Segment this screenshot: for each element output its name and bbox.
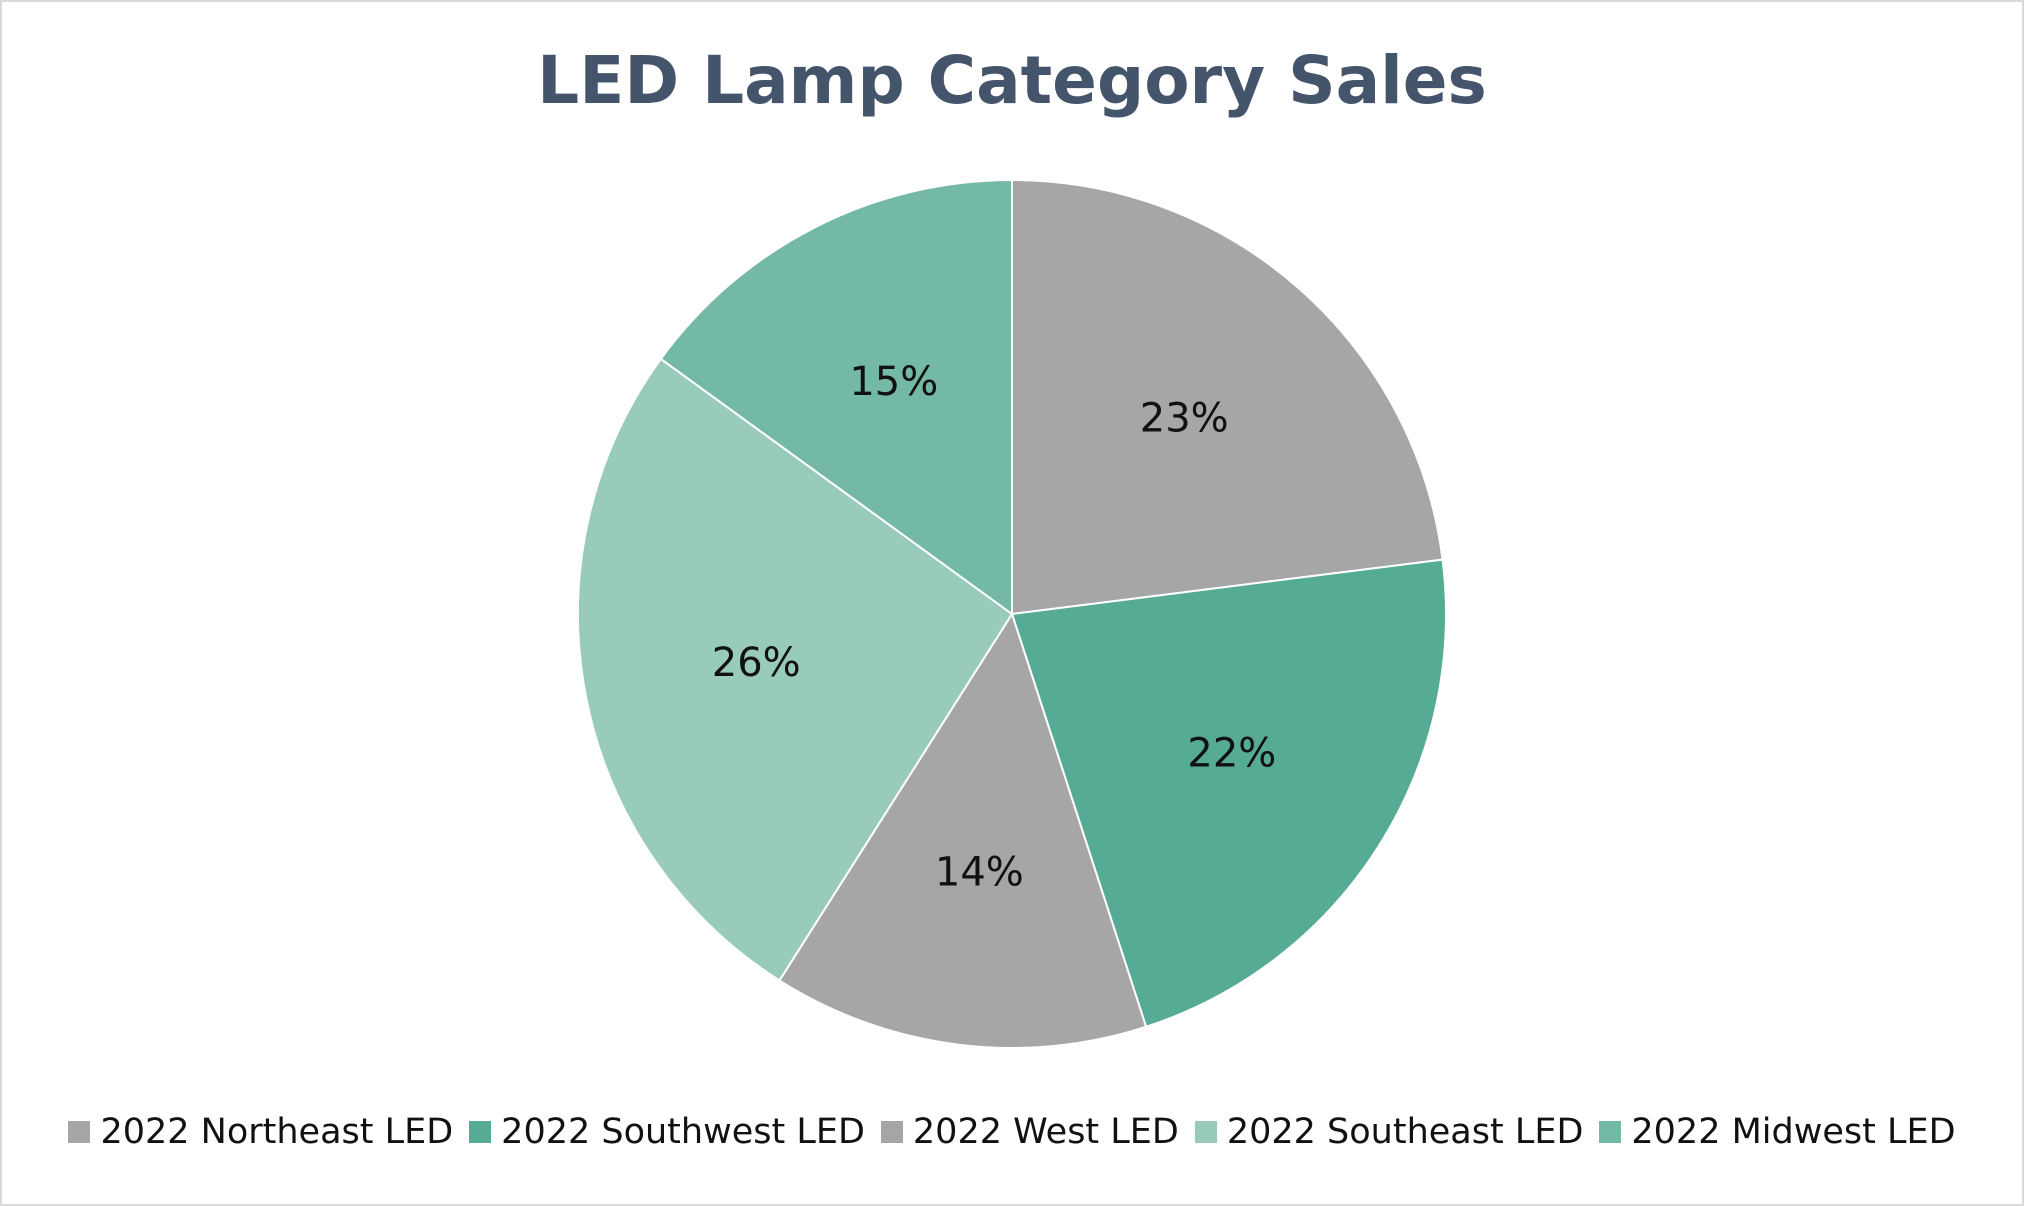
legend-item-midwest: 2022 Midwest LED [1599,1112,1956,1152]
data-label-southeast: 26% [712,640,801,686]
legend-label-southeast: 2022 Southeast LED [1226,1112,1584,1152]
legend-label-west: 2022 West LED [912,1112,1179,1152]
legend-label-northeast: 2022 Northeast LED [100,1112,454,1152]
legend-label-southwest: 2022 Southwest LED [501,1112,865,1152]
pie-slice-midwest [659,178,1013,616]
legend-item-northeast: 2022 Northeast LED [68,1112,453,1152]
pie-slice-northeast [1011,178,1444,616]
data-label-west: 14% [935,849,1024,895]
pie-slice-southwest [1010,558,1447,1029]
legend-item-southwest: 2022 Southwest LED [469,1112,865,1152]
data-label-southwest: 22% [1187,731,1276,777]
legend-label-midwest: 2022 Midwest LED [1631,1112,1956,1152]
chart-title: LED Lamp Category Sales [537,42,1487,119]
legend-item-southeast: 2022 Southeast LED [1194,1112,1584,1152]
data-label-midwest: 15% [849,359,938,405]
pie-slice-west [778,611,1148,1049]
data-label-northeast: 23% [1140,396,1229,442]
legend: 2022 Northeast LED 2022 Southwest LED 20… [0,1112,2024,1152]
legend-swatch-midwest [1599,1121,1622,1143]
legend-swatch-west [880,1121,903,1143]
legend-swatch-southeast [1194,1121,1217,1143]
legend-swatch-southwest [469,1121,492,1143]
legend-swatch-northeast [68,1121,91,1143]
legend-item-west: 2022 West LED [880,1112,1179,1152]
pie-slice-southeast [577,357,1014,982]
